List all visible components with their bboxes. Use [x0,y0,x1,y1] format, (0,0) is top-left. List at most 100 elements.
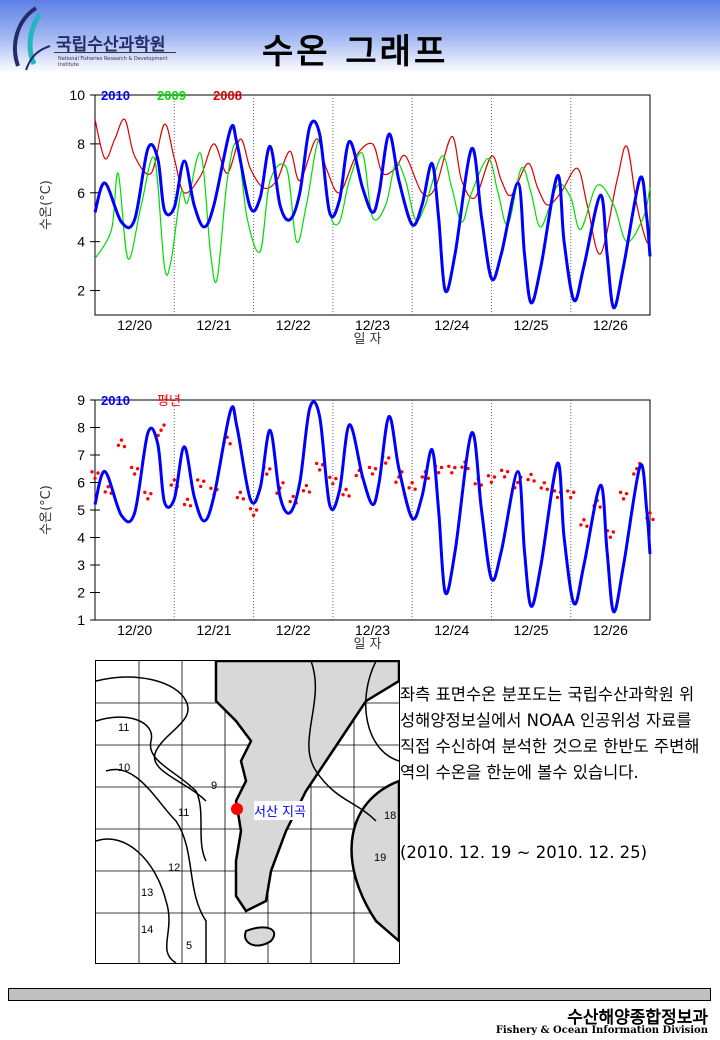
map-description: 좌측 표면수온 분포도는 국립수산과학원 위성해양정보실에서 NOAA 인공위성… [400,685,700,782]
y-tick-label: 6 [77,185,85,201]
normal-temp-dot [598,505,602,509]
normal-temp-dot [579,523,583,527]
x-tick-label: 12/23 [355,622,390,638]
normal-temp-dot [135,467,140,471]
normal-temp-dot [341,492,345,497]
normal-temp-dot [460,465,464,469]
normal-temp-dot [566,489,570,493]
y-tick-label: 2 [77,283,85,299]
normal-temp-dot [651,517,655,522]
normal-temp-dot [132,472,137,476]
contour-label: 11 [118,722,129,734]
x-tick-label: 12/22 [276,317,311,333]
legend-2010: 2010 [101,393,130,408]
normal-temp-dot [146,497,150,501]
normal-temp-dot [354,473,358,478]
x-tick-label: 12/23 [355,317,390,333]
normal-temp-dot [439,465,444,470]
normal-temp-dot [228,442,232,446]
contour-label: 11 [178,807,189,819]
normal-temp-dot [119,438,124,442]
x-tick-label: 12/22 [276,622,311,638]
normal-temp-dot [202,479,206,483]
y-tick-label: 8 [77,420,85,436]
x-tick-label: 12/21 [196,317,231,333]
normal-temp-dot [453,465,457,470]
series-line-2010 [93,400,652,614]
normal-temp-dot [196,478,200,482]
footer-division-ko: 수산해양종합정보과 [567,1008,708,1028]
normal-temp-dot [288,499,292,504]
normal-temp-dot [394,480,398,484]
logo-divider [54,52,176,53]
normal-temp-dot [307,490,312,494]
normal-temp-dot [420,475,425,479]
x-tick-label: 12/26 [593,317,628,333]
normal-temp-dot [367,465,372,470]
normal-temp-dot [241,497,246,501]
institute-logo: 국립수산과학원 National Fisheries Research & De… [6,6,176,71]
normal-temp-dot [149,491,153,496]
station-marker [231,803,243,815]
normal-temp-dot [516,480,520,485]
logo-english: National Fisheries Research & Developmen… [58,56,168,68]
normal-temp-dot [93,476,97,480]
normal-temp-dot [492,475,497,479]
plot-area [94,399,651,621]
normal-temp-dot [450,471,454,475]
y-tick-label: 5 [77,502,85,518]
normal-temp-dot [410,480,414,485]
y-tick-label: 6 [77,475,85,491]
normal-temp-dot [486,474,491,478]
normal-temp-dot [569,495,573,500]
y-tick-label: 1 [77,612,85,628]
normal-temp-dot [334,476,338,481]
normal-temp-dot [199,484,203,489]
series-line-2009 [94,138,651,284]
normal-temp-dot [317,468,322,472]
normal-temp-dot [265,472,269,476]
x-tick-label: 12/26 [593,622,628,638]
korean-peninsula [214,659,401,913]
x-tick-label: 12/24 [434,622,469,638]
normal-temp-dot [502,475,507,479]
normal-temp-dot [162,423,166,427]
normal-temp-dot [632,472,636,476]
normal-temp-dot [96,471,100,475]
normal-temp-dot [436,470,441,475]
y-tick-label: 3 [77,557,85,573]
normal-temp-dot [618,490,623,495]
logo-korean: 국립수산과학원 [56,35,166,55]
normal-temp-dot [572,490,576,495]
x-axis-label: 일 자 [353,637,381,652]
normal-temp-dot [473,482,477,486]
normal-temp-dot [103,490,107,494]
normal-temp-dot [106,485,110,489]
normal-temp-dot [143,490,147,495]
contour-label: 10 [118,762,130,774]
y-axis-label: 수온(°C) [39,180,54,230]
normal-temp-dot [251,513,256,517]
normal-temp-dot [499,468,504,473]
normal-temp-dot [526,477,530,482]
normal-temp-dot [304,483,309,488]
normal-temp-dot [413,487,417,491]
contour-label: 14 [141,924,153,936]
normal-temp-dot [545,487,549,491]
normal-temp-dot [347,494,351,498]
normal-temp-dot [209,486,213,490]
contour-label: 19 [374,852,386,864]
normal-temp-dot [621,497,626,501]
normal-temp-dot [624,491,629,496]
series-group [90,400,655,614]
normal-temp-dot [489,480,494,484]
normal-temp-dot [281,481,285,485]
x-tick-label: 12/25 [514,622,549,638]
series-line-2010 [93,119,652,310]
chart-water-temp-years: 2 4 6 8 10 12/20 12/21 12/22 12/23 12/24 12/25 12/2… [39,87,652,347]
normal-temp-dot [90,470,94,474]
y-tick-label: 9 [77,392,85,408]
normal-temp-dot [384,461,388,465]
normal-temp-dot [235,495,240,500]
normal-temp-dot [555,495,560,500]
